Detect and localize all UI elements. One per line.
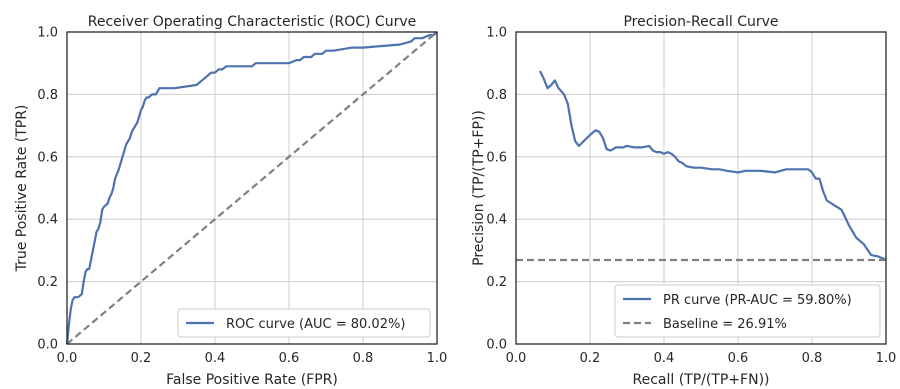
roc-series-line-dashed	[66, 31, 438, 345]
roc-y-tick-label: 1.0	[37, 26, 58, 41]
roc-x-tick-label: 0.6	[279, 351, 300, 366]
pr-legend-entry-baseline: Baseline = 26.91%	[663, 317, 787, 332]
roc-series	[65, 31, 438, 345]
pr-series-line-main	[539, 70, 887, 261]
pr-y-tick-label: 0.0	[486, 338, 507, 353]
pr-x-tick-label: 0.4	[654, 351, 675, 366]
pr-x-ticks: 0.0 0.2 0.4 0.6 0.8 1.0	[506, 351, 897, 366]
pr-chart: Precision-Recall Curve Recall (TP/(TP+FN…	[471, 14, 896, 388]
pr-y-axis-label: Precision (TP/(TP+FP))	[471, 110, 487, 266]
pr-x-tick-label: 1.0	[876, 351, 897, 366]
roc-legend-entry-roc: ROC curve (AUC = 80.02%)	[226, 317, 405, 332]
pr-y-tick-label: 0.6	[486, 150, 507, 165]
pr-legend-box	[614, 284, 881, 338]
roc-y-tick-label: 0.6	[37, 150, 58, 165]
pr-x-tick-label: 0.8	[802, 351, 823, 366]
pr-plot-frame	[515, 31, 887, 345]
pr-legend-entry-pr: PR curve (PR-AUC = 59.80%)	[663, 293, 852, 308]
roc-y-tick-label: 0.4	[37, 213, 58, 228]
roc-y-tick-label: 0.8	[37, 88, 58, 103]
roc-y-ticks: 0.0 0.2 0.4 0.6 0.8 1.0	[37, 26, 58, 353]
pr-legend: PR curve (PR-AUC = 59.80%) Baseline = 26…	[614, 284, 881, 338]
pr-x-tick-label: 0.0	[506, 351, 527, 366]
pr-chart-title: Precision-Recall Curve	[623, 14, 778, 30]
roc-x-tick-label: 1.0	[427, 351, 448, 366]
pr-y-tick-label: 0.2	[486, 275, 507, 290]
pr-x-tick-label: 0.6	[728, 351, 749, 366]
pr-y-ticks: 0.0 0.2 0.4 0.6 0.8 1.0	[486, 26, 507, 353]
pr-x-tick-label: 0.2	[580, 351, 601, 366]
pr-y-tick-label: 1.0	[486, 26, 507, 41]
roc-x-ticks: 0.0 0.2 0.4 0.6 0.8 1.0	[57, 351, 448, 366]
roc-y-axis-label: True Positive Rate (TPR)	[14, 105, 30, 273]
roc-y-tick-label: 0.0	[37, 338, 58, 353]
pr-series	[516, 70, 887, 262]
pr-y-tick-label: 0.4	[486, 213, 507, 228]
pr-y-tick-label: 0.8	[486, 88, 507, 103]
roc-legend: ROC curve (AUC = 80.02%)	[177, 308, 431, 338]
roc-x-axis-label: False Positive Rate (FPR)	[166, 372, 338, 388]
roc-y-tick-label: 0.2	[37, 275, 58, 290]
roc-plot-frame	[66, 31, 438, 345]
roc-chart-title: Receiver Operating Characteristic (ROC) …	[88, 14, 417, 30]
pr-x-axis-label: Recall (TP/(TP+FN))	[632, 372, 769, 388]
roc-chart: Receiver Operating Characteristic (ROC) …	[14, 14, 447, 388]
roc-x-tick-label: 0.8	[353, 351, 374, 366]
roc-x-tick-label: 0.0	[57, 351, 78, 366]
roc-series-line-main	[65, 31, 438, 345]
roc-x-tick-label: 0.4	[205, 351, 226, 366]
roc-legend-box	[177, 308, 431, 338]
roc-x-tick-label: 0.2	[131, 351, 152, 366]
